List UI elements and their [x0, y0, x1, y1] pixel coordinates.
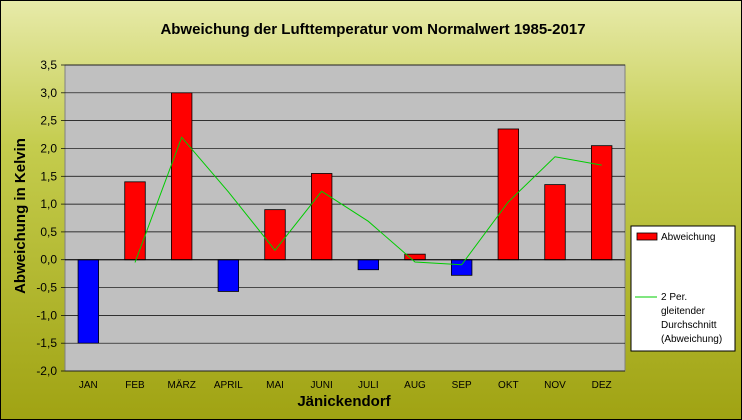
y-tick-label: -0,5 [36, 281, 57, 295]
legend-bar-swatch [636, 232, 658, 241]
bar-märz [170, 92, 193, 261]
moving-average-series [134, 136, 602, 266]
x-axis-label: Jänickendorf [297, 393, 391, 410]
x-axis-ticks: JAN FEB MÄRZ APRIL MAI JUNI JULI AUG SEP OKT NOV DE… [79, 379, 612, 391]
bar-feb [124, 181, 146, 261]
bar-aug [404, 253, 426, 261]
plot-area [64, 64, 626, 372]
bar-sep [450, 259, 473, 276]
moving-average-line [134, 136, 602, 266]
y-tick-label: 0,0 [40, 253, 57, 267]
bar-nov [544, 184, 566, 261]
y-tick-label: -1,5 [36, 336, 57, 350]
y-tick-label: -1,0 [36, 308, 57, 322]
x-tick-label: SEP [452, 380, 472, 391]
x-tick-label: JAN [79, 380, 98, 391]
y-tick-label: 2,5 [40, 114, 57, 128]
legend: Abweichung 2 Per. gleitender Durchschnit… [630, 225, 736, 352]
x-tick-label: DEZ [592, 380, 612, 391]
bar-jan [77, 259, 99, 344]
x-tick-label: FEB [125, 380, 145, 391]
y-tick-label: 0,5 [40, 225, 57, 239]
x-tick-label: MÄRZ [167, 379, 195, 391]
legend-line-label-2: gleitender [661, 306, 706, 317]
y-tick-label: 3,5 [40, 58, 57, 72]
bar-series [77, 92, 613, 344]
y-tick-label: 1,5 [40, 169, 57, 183]
bar-april [217, 259, 239, 292]
y-axis-ticks: 3,5 3,0 2,5 2,0 1,5 1,0 0,5 0,0 -0,5 -1,0 -1,5 -2,0 [36, 58, 65, 378]
x-tick-label: MAI [266, 380, 284, 391]
y-tick-label: 1,0 [40, 197, 57, 211]
y-axis-label: Abweichung in Kelvin [12, 138, 29, 294]
bar-juli [357, 259, 380, 271]
legend-line-label-3: Durchschnitt [661, 320, 717, 331]
bar-juni [310, 173, 333, 261]
x-tick-label: APRIL [214, 380, 243, 391]
x-tick-label: AUG [404, 380, 426, 391]
y-tick-label: 2,0 [40, 141, 57, 155]
chart-title: Abweichung der Lufttemperatur vom Normal… [160, 21, 585, 38]
legend-line-label-1: 2 Per. [661, 292, 687, 303]
gridlines [65, 64, 625, 372]
x-tick-label: JUNI [311, 380, 333, 391]
y-tick-label: 3,0 [40, 86, 57, 100]
bar-dez [591, 145, 613, 261]
legend-line-label-4: (Abweichung) [661, 334, 722, 345]
legend-bar-label: Abweichung [661, 232, 715, 243]
bar-mai [264, 209, 286, 261]
x-tick-label: JULI [358, 380, 379, 391]
legend-box [630, 225, 736, 352]
x-tick-label: OKT [498, 380, 519, 391]
x-tick-label: NOV [544, 380, 566, 391]
y-tick-label: -2,0 [36, 364, 57, 378]
